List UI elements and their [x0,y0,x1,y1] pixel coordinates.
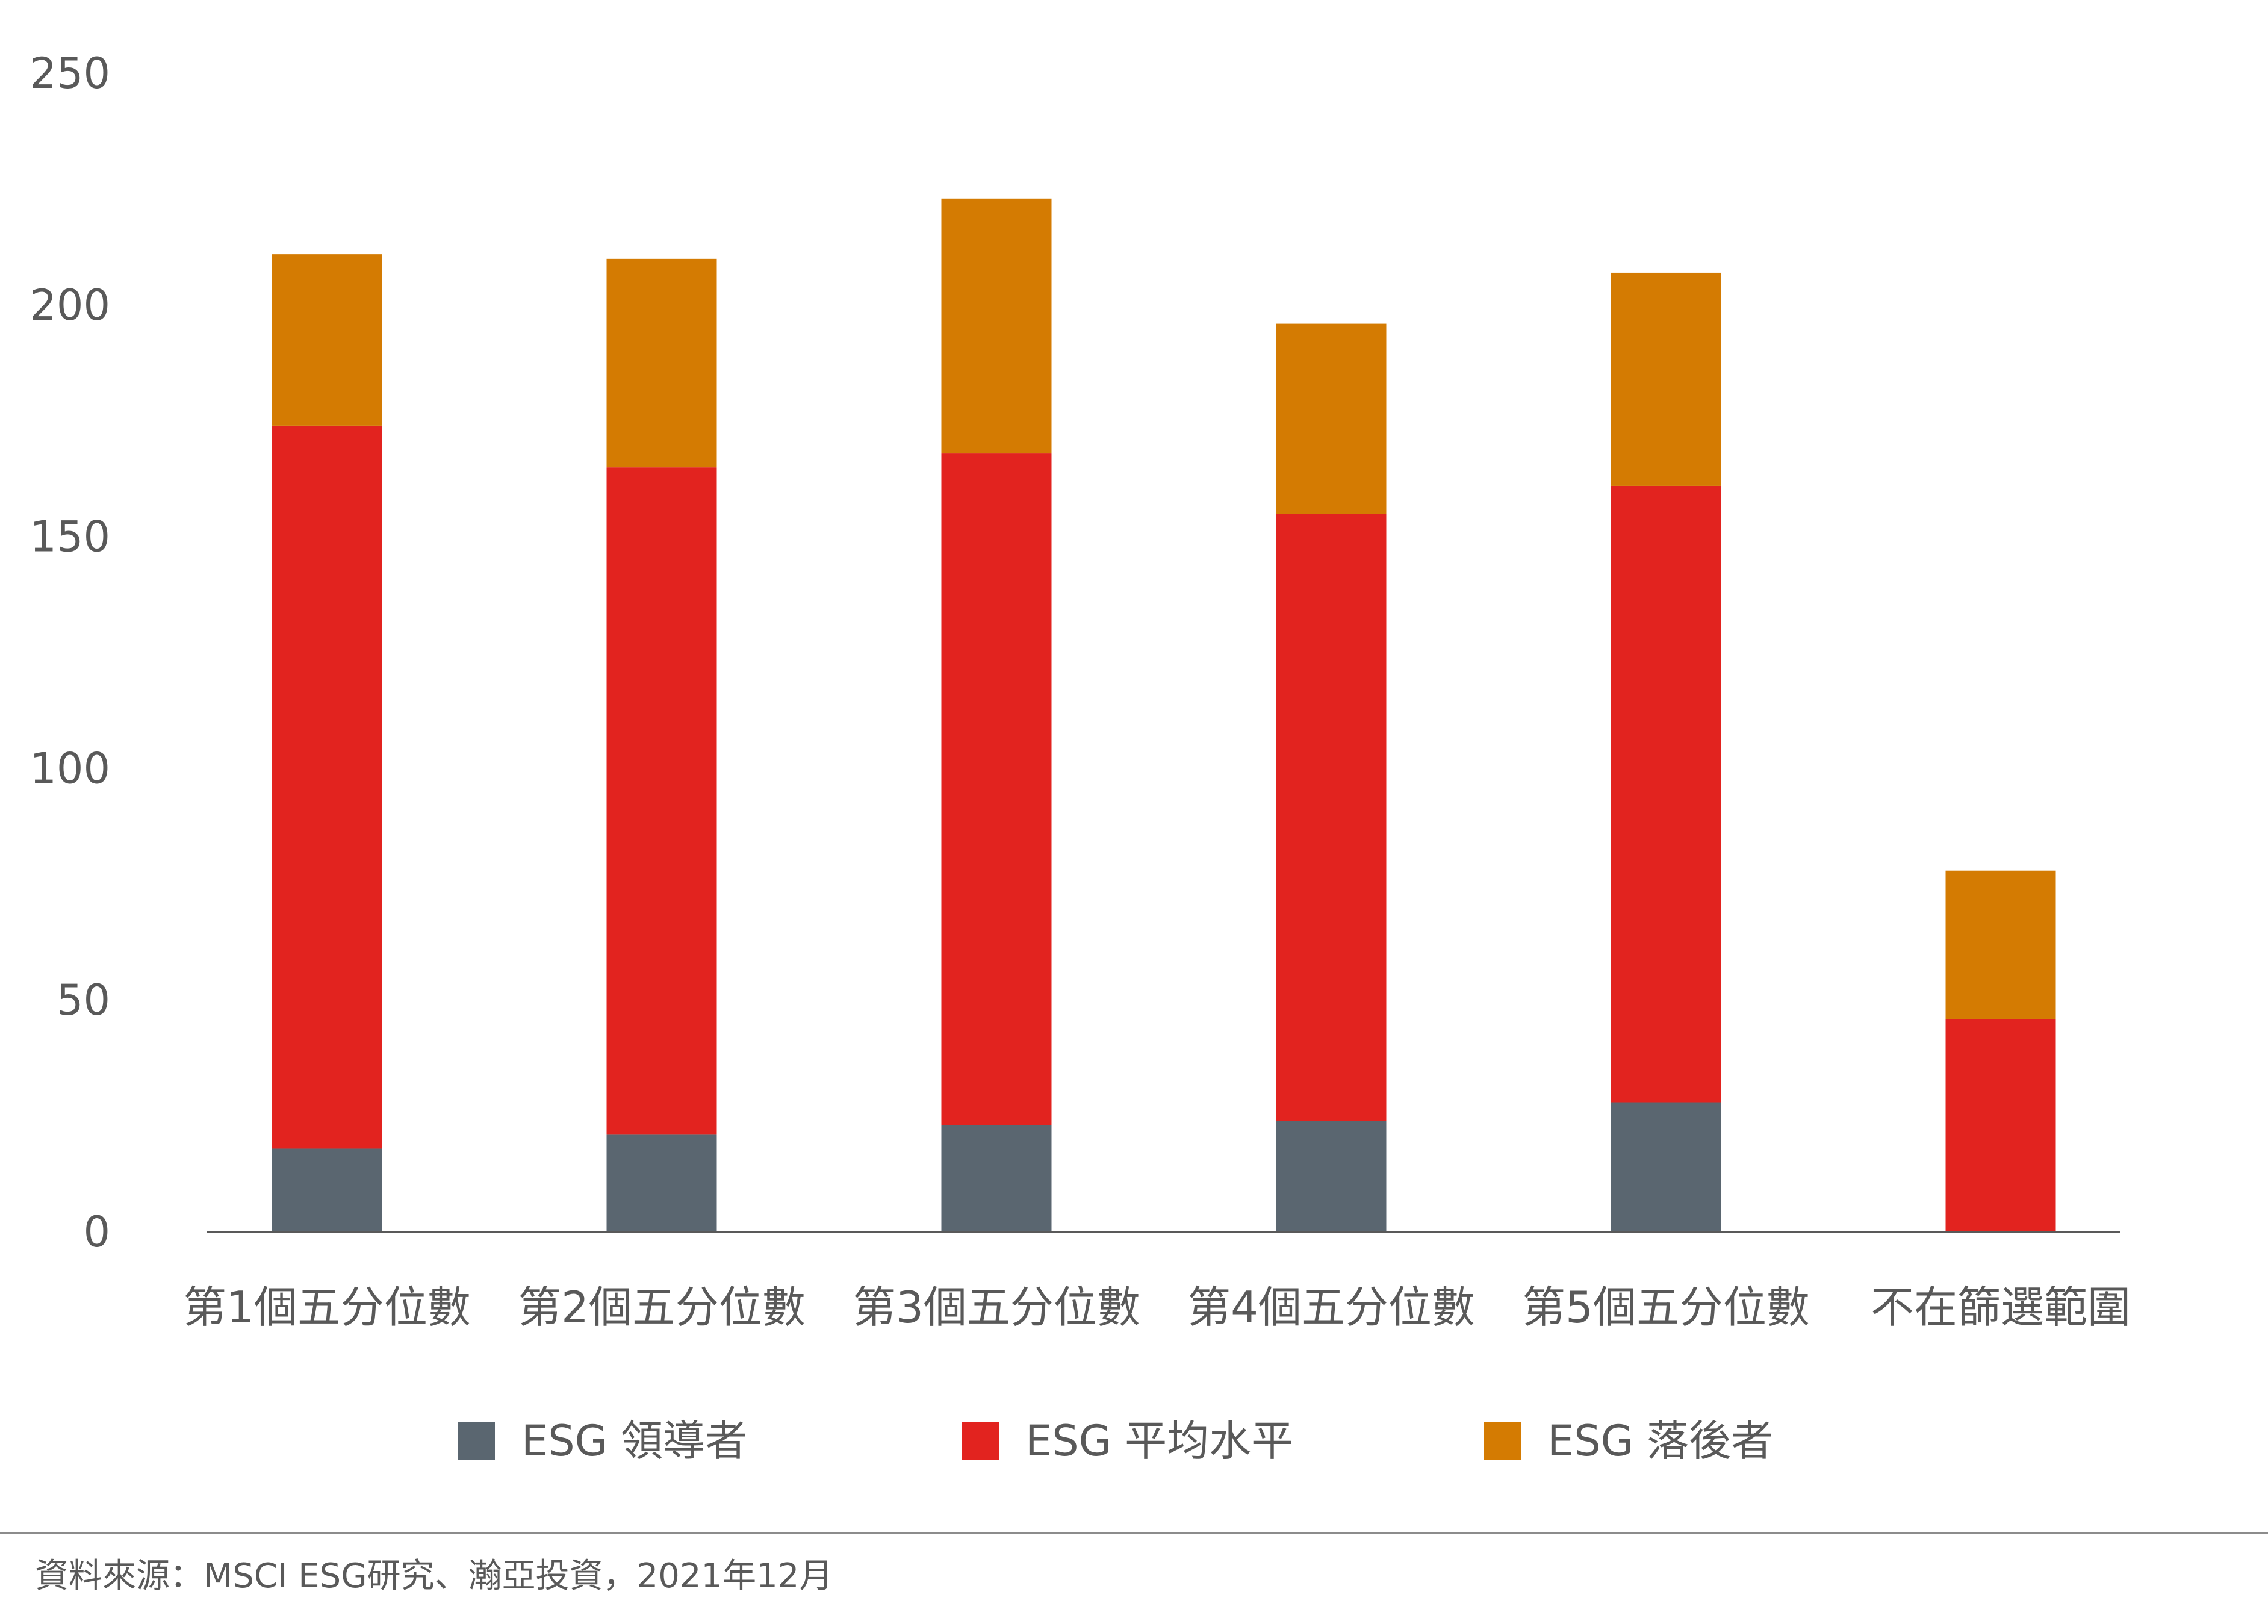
y-tick-label: 0 [83,1207,110,1257]
bars [272,198,2056,1232]
stacked-bar-chart: 0 50 100 150 200 250 第1個五分位數 第2個五分位數 第3個五分位數 第4個… [30,49,2131,1333]
legend-swatch-laggards [1484,1422,1521,1460]
source-divider [0,1532,2268,1534]
bar-segment-average [1611,485,1721,1103]
bar-segment-leaders [606,1134,717,1232]
x-tick-label: 第1個五分位數 [183,1282,471,1333]
legend-item-laggards: ESG 落後者 [1484,1420,1773,1462]
bar-segment-average [1276,514,1387,1121]
x-tick-label: 第3個五分位數 [853,1282,1140,1333]
y-tick-label: 200 [30,281,110,330]
y-axis-ticks: 0 50 100 150 200 250 [30,49,110,1257]
y-tick-label: 150 [30,512,110,562]
bar-segment-laggards [1945,870,2056,1019]
bar-segment-average [941,453,1052,1125]
bar-segment-laggards [1276,323,1387,514]
bar-segment-average [1945,1018,2056,1232]
bar-segment-laggards [1611,272,1721,486]
legend-item-average: ESG 平均水平 [962,1420,1293,1462]
x-tick-label: 第4個五分位數 [1187,1282,1475,1333]
bar-segment-leaders [941,1125,1052,1232]
bar-segment-average [272,425,382,1149]
y-tick-label: 100 [30,744,110,793]
legend-item-leaders: ESG 領導者 [458,1420,747,1462]
y-tick-label: 50 [57,975,110,1025]
legend: ESG 領導者 ESG 平均水平 ESG 落後者 [0,1420,2268,1480]
bar-segment-laggards [606,258,717,468]
legend-label-laggards: ESG 落後者 [1547,1416,1774,1466]
legend-swatch-average [962,1422,999,1460]
bar-segment-laggards [272,254,382,426]
x-axis-labels: 第1個五分位數 第2個五分位數 第3個五分位數 第4個五分位數 第5個五分位數 不在篩選範… [183,1282,2131,1333]
x-tick-label: 不在篩選範圍 [1871,1282,2131,1333]
bar-segment-leaders [1276,1121,1387,1232]
legend-swatch-leaders [458,1422,495,1460]
bar-segment-leaders [272,1148,382,1232]
source-note: 資料來源：MSCI ESG研究、瀚亞投資，2021年12月 [35,1557,833,1596]
bar-segment-laggards [941,198,1052,454]
legend-label-leaders: ESG 領導者 [521,1416,748,1466]
x-tick-label: 第5個五分位數 [1522,1282,1810,1333]
legend-label-average: ESG 平均水平 [1025,1416,1294,1466]
bar-segment-leaders [1611,1102,1721,1232]
bar-segment-average [606,467,717,1135]
x-tick-label: 第2個五分位數 [518,1282,806,1333]
y-tick-label: 250 [30,49,110,98]
